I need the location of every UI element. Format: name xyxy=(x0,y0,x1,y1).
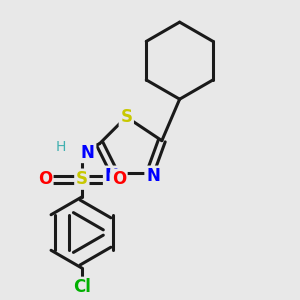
Text: S: S xyxy=(120,108,132,126)
Text: N: N xyxy=(104,167,118,185)
Text: Cl: Cl xyxy=(73,278,91,296)
Text: O: O xyxy=(38,170,52,188)
Text: N: N xyxy=(146,167,160,185)
Text: O: O xyxy=(112,170,126,188)
Text: N: N xyxy=(81,143,95,161)
Text: H: H xyxy=(56,140,66,154)
Text: S: S xyxy=(76,170,88,188)
